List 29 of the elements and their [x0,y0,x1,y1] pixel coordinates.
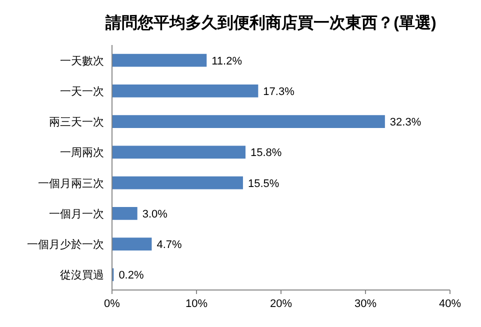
y-tick-label: 一天數次 [60,55,104,68]
x-tick-label: 0% [104,298,120,310]
data-label: 15.5% [248,178,280,190]
x-tick-label: 10% [185,298,208,310]
y-tick-label: 一個月一次 [49,208,104,220]
data-label: 0.2% [118,270,144,282]
bar [112,176,243,190]
data-label: 3.0% [142,208,168,220]
data-label: 17.3% [263,86,295,98]
bar [112,54,207,67]
x-tick-label: 40% [438,298,462,310]
y-tick-label: 一個月少於一次 [27,238,104,252]
data-label: 15.8% [250,147,282,160]
chart-title: 請問您平均多久到便利商店買一次東西？(單選) [104,13,436,32]
y-tick-label: 一天一次 [60,86,104,98]
data-label: 11.2% [212,55,242,68]
x-tick-label: 30% [354,298,377,310]
x-tick-label: 20% [270,298,292,310]
y-tick-label: 從沒買過 [60,270,104,282]
data-label: 4.7% [156,239,182,252]
data-label: 32.3% [390,116,422,129]
bar [112,238,152,250]
bar [112,115,385,128]
bar [112,146,246,159]
bar [112,207,138,220]
y-tick-label: 兩三天一次 [49,116,104,129]
y-tick-label: 一個月兩三次 [38,178,104,190]
y-tick-label: 一周兩次 [60,147,104,160]
bar [112,84,258,98]
